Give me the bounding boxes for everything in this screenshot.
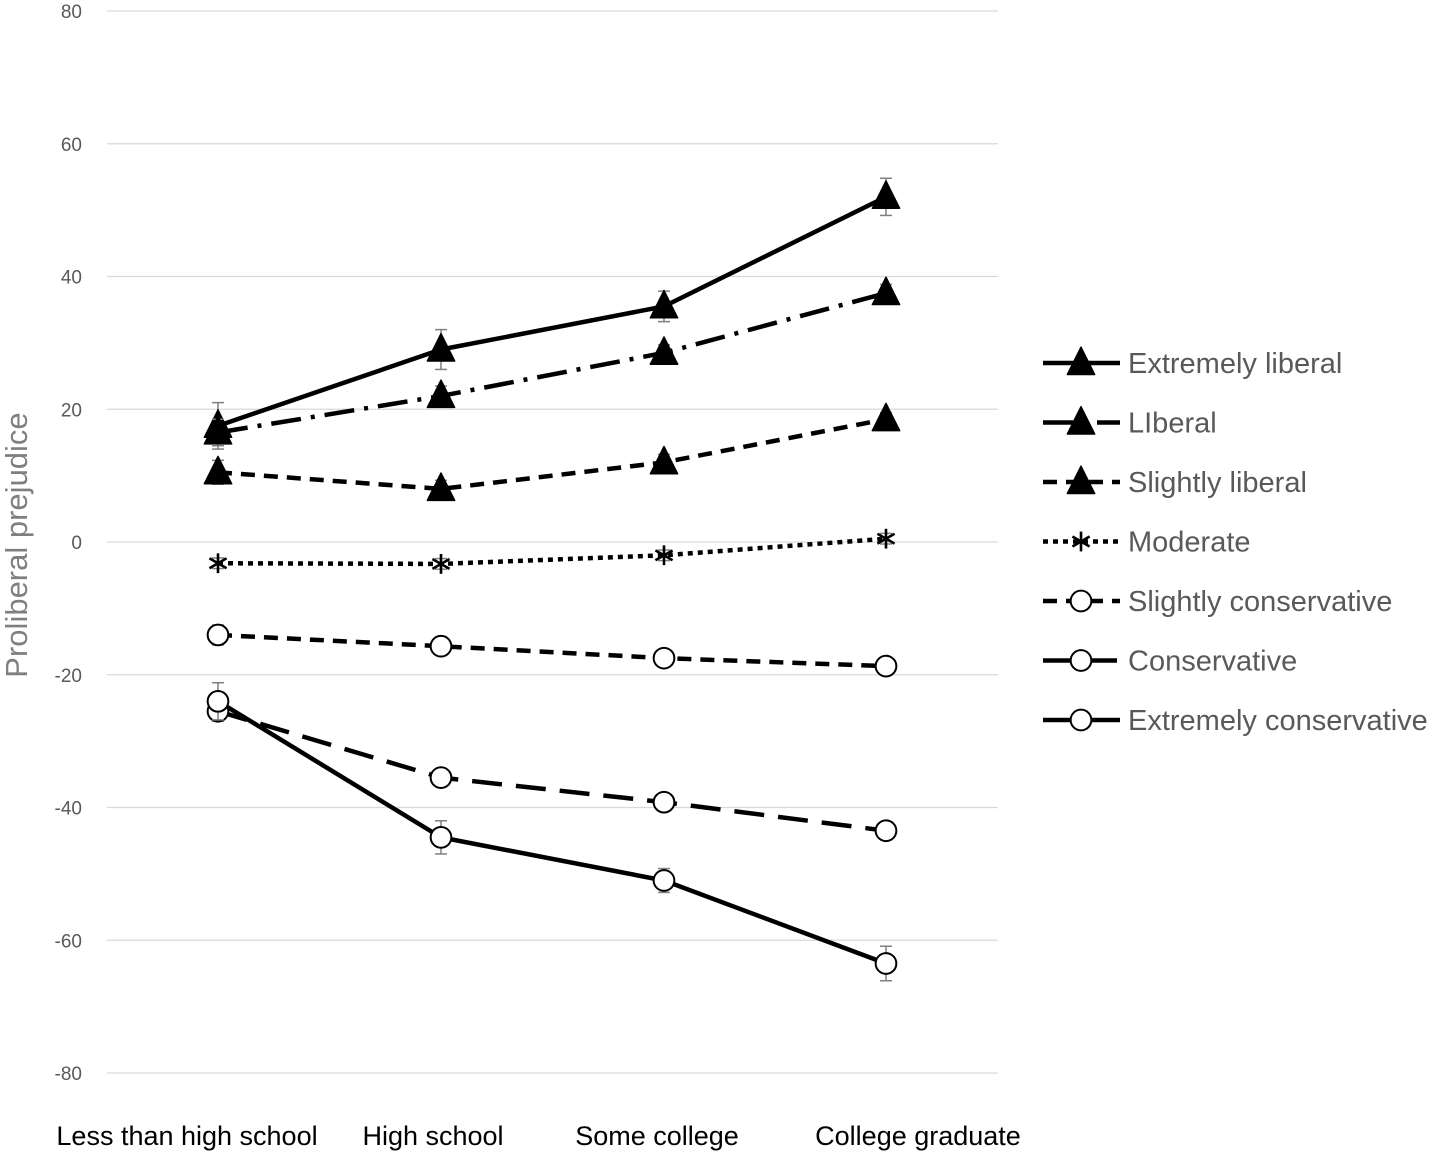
circle-marker [652,646,676,670]
asterisk-stroke [654,549,674,562]
legend-item: Conservative [1043,646,1297,678]
triangle-marker [1066,405,1096,435]
series-moderate [208,528,896,574]
circle-marker [652,869,676,892]
triangle-marker [871,276,901,306]
legend-label: Conservative [1128,646,1297,678]
legend-label: Extremely liberal [1128,348,1342,380]
series-conservative [206,699,898,843]
triangle-marker [649,289,679,319]
asterisk-stroke [208,557,228,570]
triangle-marker [871,402,901,432]
legend-label: Moderate [1128,527,1251,559]
asterisk-marker [1071,531,1091,552]
legend-label: Extremely conservative [1128,705,1428,737]
x-tick-label: High school [362,1121,503,1151]
gridlines [107,10,998,1074]
circle-marker [1069,708,1093,732]
asterisk-stroke [876,532,896,545]
circle-marker [874,819,898,843]
asterisk-marker [431,554,451,574]
y-tick-label: 0 [71,533,82,554]
series-line [217,194,887,428]
circle-marker [874,952,898,975]
legend-item: Moderate [1043,527,1251,559]
triangle-marker [426,472,456,502]
x-tick-label: College graduate [815,1121,1021,1151]
series-slightly-conservative [206,623,898,678]
asterisk-marker [876,528,896,549]
y-tick-label: -40 [55,799,82,820]
y-tick-labels: 80 60 40 20 0 -20 -40 -60 -80 [55,2,82,1085]
circle-marker [874,654,898,678]
asterisk-stroke [431,557,451,570]
series-liberal [203,276,901,447]
legend-item: Slightly liberal [1043,465,1307,499]
legend-item: LIberal [1043,405,1217,440]
circle-marker [206,623,230,647]
series-line [217,709,887,833]
y-tick-label: 80 [61,2,82,23]
series-extremely-liberal [203,177,901,450]
y-tick-label: 60 [61,135,82,156]
series-line [217,632,887,669]
x-tick-label: Some college [575,1121,739,1151]
circle-marker [1069,589,1093,613]
y-tick-label: -80 [55,1064,82,1085]
legend-item: Extremely liberal [1043,346,1342,380]
y-axis-title: Proliberal prejudice [0,412,34,677]
triangle-marker [649,336,679,366]
circle-marker [652,790,676,814]
legend-item: Slightly conservative [1043,586,1392,618]
triangle-marker [1066,465,1096,495]
triangle-marker [1066,346,1096,376]
series-line [217,536,887,567]
triangle-marker [203,415,233,445]
y-tick-label: -60 [55,931,82,952]
legend-label: Slightly conservative [1128,586,1392,618]
triangle-marker [426,379,456,409]
circle-marker [429,634,453,658]
legend-label: LIberal [1128,408,1217,440]
triangle-marker [426,332,456,362]
y-tick-label: -20 [55,666,82,687]
series-layer [203,177,901,982]
legend-item: Extremely conservative [1043,705,1428,737]
triangle-marker [871,180,901,210]
series-line [217,416,887,492]
x-tick-labels: Less than high school High school Some col… [56,1121,1020,1151]
y-tick-label: 20 [61,400,82,421]
circle-marker [1069,649,1093,672]
triangle-marker [203,455,233,485]
circle-marker [206,689,230,713]
series-slightly-liberal [203,402,901,502]
series-line [216,699,887,966]
asterisk-marker [208,553,228,574]
circle-marker [429,766,453,789]
y-tick-label: 40 [61,268,82,289]
x-tick-label: Less than high school [56,1121,317,1151]
series-extremely-conservative [206,681,898,982]
circle-marker [429,826,453,849]
asterisk-marker [654,545,674,566]
triangle-marker [649,445,679,475]
series-line [217,290,887,435]
asterisk-stroke [1071,535,1091,548]
legend-label: Slightly liberal [1128,467,1307,499]
legend: Extremely liberal LIberal Slightly liberal… [1043,346,1428,737]
